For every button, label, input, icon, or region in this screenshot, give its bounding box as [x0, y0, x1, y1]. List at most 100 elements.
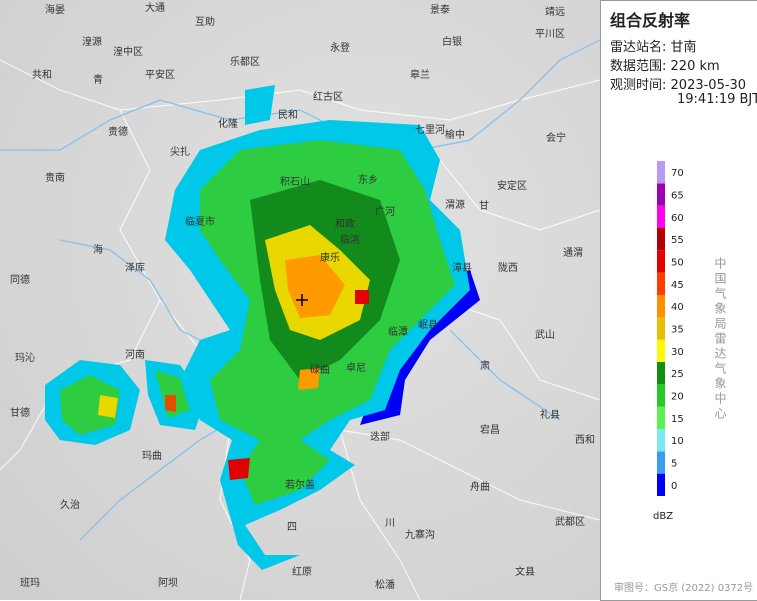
legend-swatch: [657, 250, 665, 273]
place-label: 卓尼: [346, 362, 366, 374]
place-label: 班玛: [20, 577, 40, 589]
place-label: 川: [385, 518, 395, 529]
place-label: 贵南: [45, 171, 65, 184]
place-label: 四: [287, 522, 297, 533]
legend-swatch: [657, 228, 665, 251]
place-label: 久治: [60, 498, 80, 511]
place-label: 西和: [575, 434, 595, 446]
legend-label: 70: [671, 168, 684, 179]
legend-label: 60: [671, 213, 684, 224]
place-label: 礼县: [540, 408, 560, 421]
legend-label: 65: [671, 191, 684, 202]
place-label: 平安区: [145, 68, 175, 81]
radar-echo: [45, 85, 480, 570]
place-label: 安定区: [497, 179, 527, 192]
station-row: 雷达站名: 甘南: [610, 36, 697, 55]
place-label: 若尔盖: [285, 478, 315, 491]
place-label: 甘德: [10, 406, 30, 419]
place-label: 阿坝: [158, 577, 178, 589]
legend-label: 15: [671, 414, 684, 425]
legend-swatch: [657, 362, 665, 385]
place-label: 青: [93, 73, 103, 86]
legend-swatch: [657, 161, 665, 184]
legend-label: 25: [671, 369, 684, 380]
place-label: 会宁: [546, 131, 566, 144]
place-label: 七里河: [415, 124, 445, 136]
place-label: 景泰: [430, 3, 450, 16]
legend-swatch: [657, 451, 665, 474]
place-label: 岷县: [418, 319, 438, 331]
place-label: 平川区: [535, 28, 565, 40]
place-label: 民和: [278, 109, 298, 121]
legend-swatch: [657, 183, 665, 206]
place-label: 迭部: [370, 430, 390, 443]
legend-label: 20: [671, 392, 684, 403]
legend-swatch: [657, 205, 665, 228]
place-label: 积石山: [280, 176, 310, 188]
place-label: 红古区: [313, 90, 343, 103]
value: 2023-05-30: [670, 78, 747, 93]
legend-swatch: [657, 272, 665, 295]
legend-label: 35: [671, 325, 684, 336]
label: 数据范围:: [610, 59, 667, 74]
place-label: 武山: [535, 328, 555, 341]
place-label: 湟中区: [113, 45, 143, 58]
place-label: 红原: [292, 565, 312, 578]
legend-swatch: [657, 317, 665, 340]
place-label: 河南: [125, 348, 145, 361]
organization: 中国气象局雷达气象中心: [713, 257, 727, 422]
info-panel: 组合反射率 雷达站名: 甘南 数据范围: 220 km 观测时间: 2023-0…: [600, 0, 757, 601]
legend-swatch: [657, 473, 665, 496]
place-label: 互助: [195, 15, 215, 28]
legend-unit: dBZ: [653, 511, 673, 522]
place-label: 舟曲: [470, 480, 490, 493]
place-label: 尖扎: [170, 145, 190, 158]
place-label: 湟源: [82, 35, 102, 48]
place-label: 玛沁: [15, 352, 35, 364]
place-label: 渭源: [445, 198, 465, 211]
label: 雷达站名:: [610, 40, 667, 55]
place-label: 化隆: [218, 117, 238, 130]
time-value: 19:41:19 BJT: [677, 92, 757, 107]
place-label: 永登: [330, 41, 350, 54]
place-label: 海晏: [45, 3, 65, 16]
radar-site: [296, 294, 308, 306]
range-row: 数据范围: 220 km: [610, 55, 720, 74]
value: 甘南: [670, 40, 697, 55]
legend-label: 0: [671, 481, 677, 492]
place-label: 陇西: [498, 261, 518, 274]
place-label: 文县: [515, 565, 535, 578]
legend-label: 55: [671, 235, 684, 246]
place-label: 临潭: [388, 325, 408, 338]
time-row: 观测时间: 2023-05-30: [610, 74, 746, 93]
place-label: 海: [93, 243, 103, 256]
place-label: 东乡: [358, 173, 378, 186]
label: 观测时间:: [610, 78, 667, 93]
place-label: 碌曲: [310, 364, 330, 376]
legend: 0 5 10 15 20 25 30 35 40 45 50 55 60 65 70 dBZ: [653, 161, 684, 522]
place-label: 甘: [479, 199, 489, 212]
legend-swatch: [657, 429, 665, 452]
value: 220 km: [670, 59, 720, 74]
place-label: 白银: [442, 35, 462, 48]
place-label: 临洮: [340, 233, 360, 246]
legend-label: 30: [671, 347, 684, 358]
place-label: 松潘: [375, 578, 395, 591]
place-label: 宕昌: [480, 423, 500, 436]
place-label: 皋兰: [410, 68, 430, 81]
place-label: 九寨沟: [405, 528, 435, 541]
legend-label: 40: [671, 302, 684, 313]
legend-swatch: [657, 406, 665, 429]
legend-swatch: [657, 339, 665, 362]
legend-label: 10: [671, 436, 684, 447]
place-label: 贵德: [108, 125, 128, 138]
place-label: 共和: [32, 69, 52, 81]
place-label: 大通: [145, 1, 165, 14]
legend-swatch: [657, 384, 665, 407]
legend-label: 45: [671, 280, 684, 291]
place-label: 乐都区: [230, 56, 260, 68]
place-label: 临夏市: [185, 215, 215, 228]
